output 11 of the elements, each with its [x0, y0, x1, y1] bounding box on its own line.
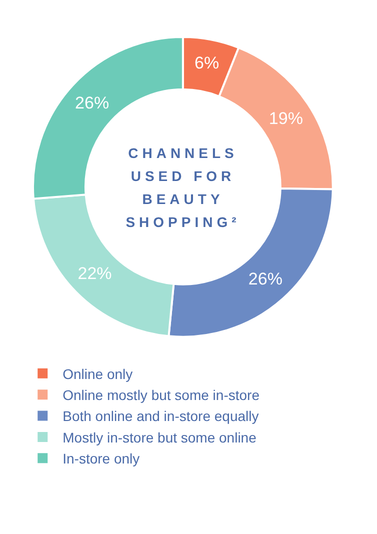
data-label: 26%: [248, 270, 282, 289]
legend-label: Online only: [62, 366, 133, 382]
legend-label: Mostly in-store but some online: [62, 429, 257, 446]
legend-label: In-store only: [62, 450, 140, 467]
legend-label: Online mostly but some in-store: [62, 387, 260, 404]
text: CHANNELS USED FOR BEAUTY SHOPPING²: [124, 144, 242, 232]
data-label: 26%: [75, 93, 110, 112]
data-label: 22%: [78, 264, 112, 284]
legend-label: Both online and in-store equally: [62, 408, 259, 424]
data-label: 6%: [194, 54, 220, 73]
data-label: 19%: [268, 108, 303, 128]
